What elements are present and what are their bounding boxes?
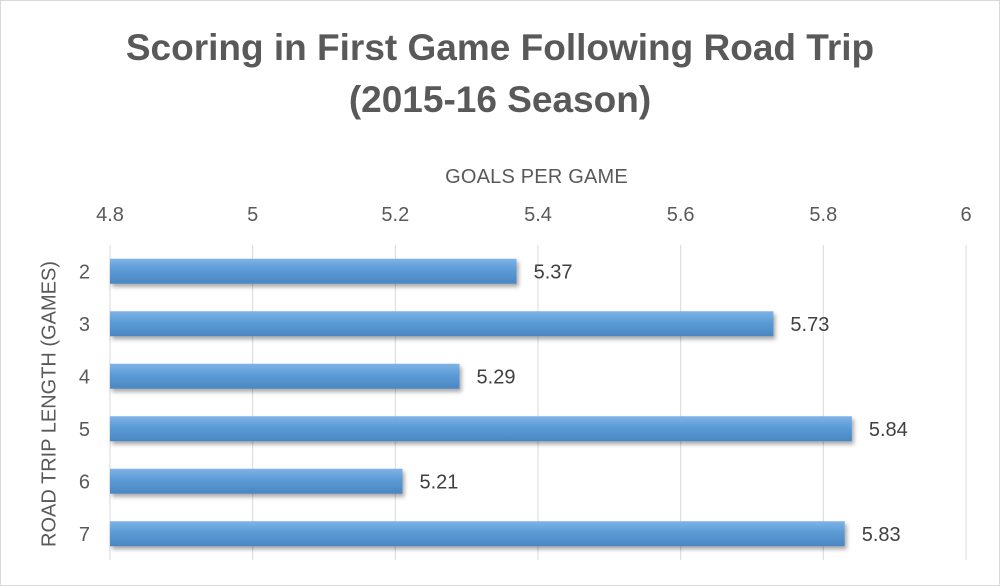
x-tick-label: 5.4 xyxy=(524,204,552,226)
y-category-label: 2 xyxy=(79,261,90,283)
chart-title-line-1: Scoring in First Game Following Road Tri… xyxy=(125,27,875,68)
data-label: 5.83 xyxy=(862,524,901,546)
bar xyxy=(110,521,845,547)
y-category-label: 3 xyxy=(79,314,90,336)
x-tick-label: 5.6 xyxy=(667,204,695,226)
data-label: 5.29 xyxy=(477,366,516,388)
y-category-label: 7 xyxy=(79,524,90,546)
y-category-label: 5 xyxy=(79,419,90,441)
data-label: 5.73 xyxy=(790,314,829,336)
bar xyxy=(110,416,852,442)
chart-title-line-2: (2015-16 Season) xyxy=(348,79,652,120)
data-label: 5.21 xyxy=(419,471,458,493)
x-tick-label: 5.2 xyxy=(381,204,409,226)
x-tick-label: 4.8 xyxy=(96,204,124,226)
x-tick-label: 5 xyxy=(247,204,258,226)
bar xyxy=(110,468,403,494)
data-label: 5.37 xyxy=(534,261,573,283)
bar xyxy=(110,363,460,389)
bar xyxy=(110,258,517,284)
y-category-label: 4 xyxy=(79,366,90,388)
data-label: 5.84 xyxy=(869,419,908,441)
x-tick-label: 6 xyxy=(960,204,971,226)
bar xyxy=(110,311,774,337)
x-tick-label: 5.8 xyxy=(809,204,837,226)
y-category-label: 6 xyxy=(79,471,90,493)
x-axis-label: GOALS PER GAME xyxy=(445,166,628,188)
